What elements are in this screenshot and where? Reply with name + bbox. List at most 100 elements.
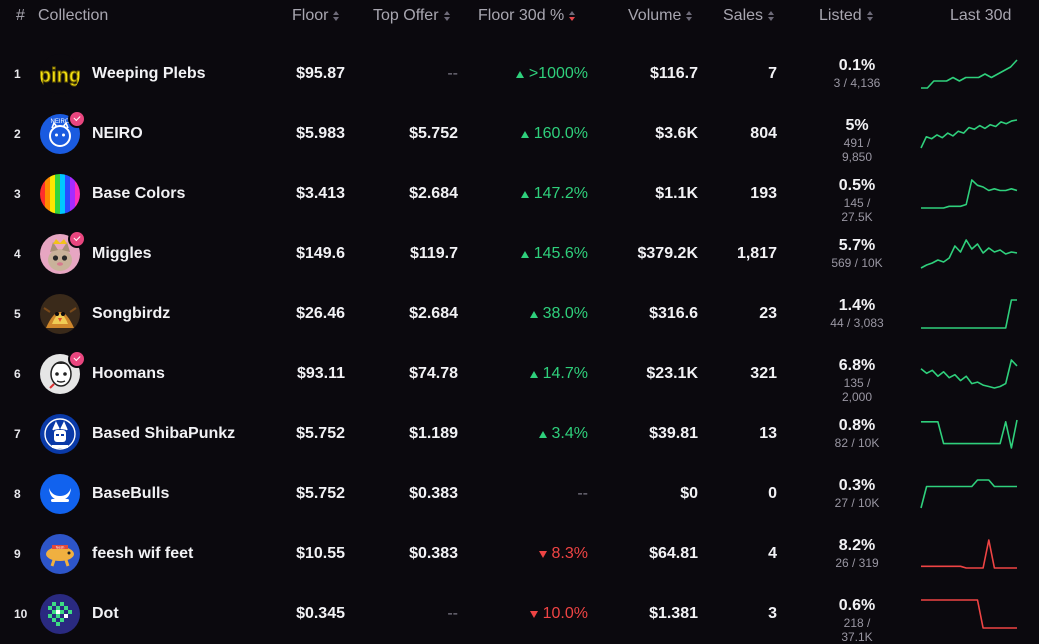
table-row[interactable]: 2 NEIRO NEIRO $5.983 $5.752 160.0% $3.6K 804 5% 4… bbox=[0, 104, 1039, 164]
volume: $1.381 bbox=[649, 605, 698, 622]
sparkline-chart bbox=[921, 539, 1017, 569]
collection-name[interactable]: Based ShibaPunkz bbox=[92, 425, 236, 442]
sparkline-path bbox=[920, 479, 1017, 509]
sales: 7 bbox=[768, 65, 777, 82]
sparkline-chart bbox=[920, 359, 1018, 389]
collection-name[interactable]: Dot bbox=[92, 605, 119, 622]
triangle-up-icon bbox=[520, 131, 529, 138]
collection-avatar[interactable] bbox=[40, 474, 80, 514]
sparkline-chart bbox=[921, 599, 1017, 629]
volume: $3.6K bbox=[655, 125, 698, 142]
floor-change-cell: >1000% bbox=[470, 44, 588, 104]
collection-avatar[interactable] bbox=[40, 230, 86, 274]
floor-change-cell: 160.0% bbox=[470, 104, 588, 164]
sparkline-path bbox=[921, 299, 1017, 329]
listed-percent: 8.2% bbox=[838, 537, 876, 554]
collection-name[interactable]: Songbirdz bbox=[92, 305, 171, 322]
collection-avatar[interactable] bbox=[40, 174, 80, 214]
verified-badge-icon bbox=[68, 350, 86, 368]
sales: 4 bbox=[768, 545, 777, 562]
header-rank: # bbox=[16, 7, 25, 24]
listed-percent: 0.5% bbox=[838, 177, 876, 194]
header-sales[interactable]: Sales bbox=[723, 7, 775, 25]
floor-price: $0.345 bbox=[296, 605, 345, 622]
listed: 5% 491 / 9,850 bbox=[796, 117, 886, 164]
floor-price: $149.6 bbox=[296, 245, 345, 262]
sparkline-chart bbox=[921, 419, 1018, 449]
header-floor[interactable]: Floor bbox=[292, 7, 340, 25]
top-offer: $0.383 bbox=[409, 545, 458, 562]
floor-change: 3.4% bbox=[538, 425, 588, 443]
listed-percent: 5% bbox=[845, 117, 869, 134]
volume: $39.81 bbox=[649, 425, 698, 442]
volume: $316.6 bbox=[649, 305, 698, 322]
collection-avatar[interactable] bbox=[40, 594, 80, 634]
rank: 8 bbox=[14, 487, 21, 501]
collection-name[interactable]: Base Colors bbox=[92, 185, 186, 202]
header-top-offer[interactable]: Top Offer bbox=[373, 7, 450, 25]
header-last-30d: Last 30d bbox=[950, 7, 1012, 24]
floor-change: 160.0% bbox=[520, 125, 588, 143]
collection-avatar[interactable]: NEIRO bbox=[40, 110, 86, 154]
collection-avatar[interactable]: feesh bbox=[40, 534, 80, 574]
floor-change-value: 147.2% bbox=[533, 185, 588, 202]
table-row[interactable]: 3 Base Colors $3.413 $2.684 147.2% $1.1K 193 0.… bbox=[0, 164, 1039, 224]
floor-change: >1000% bbox=[515, 65, 588, 83]
floor-price: $93.11 bbox=[296, 365, 345, 382]
rank: 5 bbox=[14, 307, 21, 321]
table-row[interactable]: 4 Miggles $149.6 $119.7 145.6% $379.2K 1,817 5.… bbox=[0, 224, 1039, 284]
pixel-dot-icon bbox=[40, 594, 80, 634]
sparkline-chart bbox=[920, 479, 1017, 509]
collection-name[interactable]: Miggles bbox=[92, 245, 152, 262]
header-floor-30d[interactable]: Floor 30d % bbox=[478, 7, 576, 25]
header-listed[interactable]: Listed bbox=[819, 7, 873, 25]
floor-change-value: 10.0% bbox=[542, 605, 588, 622]
floor-change: 14.7% bbox=[529, 365, 588, 383]
collection-name[interactable]: Hoomans bbox=[92, 365, 165, 382]
listed: 0.3% 27 / 10K bbox=[796, 477, 886, 510]
collection-avatar[interactable] bbox=[40, 294, 80, 334]
table-row[interactable]: 7 Based ShibaPunkz $5.752 $1.189 3.4% $39.81 1… bbox=[0, 404, 1039, 464]
hooman-face-icon bbox=[40, 354, 80, 394]
sparkline-path bbox=[921, 59, 1018, 89]
sparkline-chart bbox=[921, 299, 1017, 329]
collection-avatar[interactable] bbox=[40, 414, 80, 454]
table-row[interactable]: 6 Hoomans $93.11 $74.78 14.7% $23.1K 321 6.8% 13… bbox=[0, 344, 1039, 404]
table-row[interactable]: 5 Songbirdz $26.46 $2.684 38.0% $316.6 23 1.4% 4… bbox=[0, 284, 1039, 344]
floor-change-value: 38.0% bbox=[542, 305, 588, 322]
sort-icon bbox=[768, 10, 775, 22]
rank: 4 bbox=[14, 247, 21, 261]
rank: 2 bbox=[14, 127, 21, 141]
collection-avatar[interactable]: ping bbox=[40, 54, 80, 94]
collection-name[interactable]: BaseBulls bbox=[92, 485, 170, 502]
header-volume[interactable]: Volume bbox=[628, 7, 693, 25]
sparkline-path bbox=[920, 359, 1018, 389]
sort-icon bbox=[333, 10, 340, 22]
volume: $0 bbox=[680, 485, 698, 502]
listed-percent: 5.7% bbox=[838, 237, 876, 254]
collection-name[interactable]: feesh wif feet bbox=[92, 545, 194, 562]
sort-desc-active-icon bbox=[569, 10, 576, 22]
sales: 23 bbox=[759, 305, 777, 322]
sales: 0 bbox=[768, 485, 777, 502]
collection-name[interactable]: Weeping Plebs bbox=[92, 65, 206, 82]
collection-name[interactable]: NEIRO bbox=[92, 125, 143, 142]
listed-percent: 1.4% bbox=[838, 297, 876, 314]
sparkline-chart bbox=[920, 119, 1018, 149]
header-collection[interactable]: Collection bbox=[38, 7, 109, 24]
table-row[interactable]: 8 BaseBulls $5.752 $0.383 -- $0 0 0.3% 27 / 10K bbox=[0, 464, 1039, 524]
floor-change-cell: 3.4% bbox=[470, 404, 588, 464]
sales: 193 bbox=[750, 185, 777, 202]
top-offer: -- bbox=[447, 605, 458, 622]
table-row[interactable]: 9 feesh feesh wif feet $10.55 $0.383 8.3% $64.… bbox=[0, 524, 1039, 584]
floor-change-cell: 38.0% bbox=[470, 284, 588, 344]
floor-change: 8.3% bbox=[538, 545, 588, 563]
collection-avatar[interactable] bbox=[40, 350, 86, 394]
sales: 13 bbox=[759, 425, 777, 442]
floor-change-value: 3.4% bbox=[551, 425, 588, 442]
floor-price: $5.752 bbox=[296, 485, 345, 502]
floor-change-value: 8.3% bbox=[551, 545, 588, 562]
listed: 0.1% 3 / 4,136 bbox=[796, 57, 886, 90]
table-row[interactable]: 10 Dot $0.345 -- 10.0% $1.381 3 0.6% 218 / 37.1K bbox=[0, 584, 1039, 644]
table-row[interactable]: 1 ping Weeping Plebs $95.87 -- >1000% $116.7 7 0… bbox=[0, 44, 1039, 104]
